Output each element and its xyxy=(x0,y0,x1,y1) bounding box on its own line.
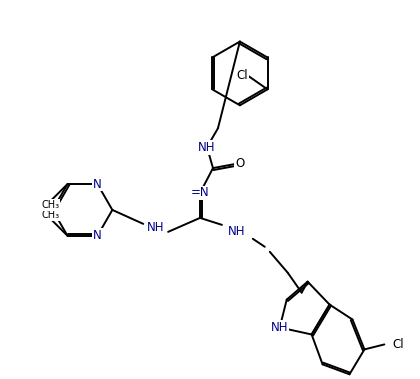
Text: NH: NH xyxy=(271,321,289,334)
Text: NH: NH xyxy=(228,226,246,238)
Text: NH: NH xyxy=(198,141,216,153)
Text: =N: =N xyxy=(191,186,209,199)
Text: NH: NH xyxy=(147,221,164,234)
Text: O: O xyxy=(235,157,244,169)
Text: CH₃: CH₃ xyxy=(42,200,60,210)
Text: CH₃: CH₃ xyxy=(42,210,60,220)
Text: N: N xyxy=(93,229,102,242)
Text: Cl: Cl xyxy=(392,338,404,351)
Text: Cl: Cl xyxy=(236,69,247,82)
Text: N: N xyxy=(93,177,102,191)
